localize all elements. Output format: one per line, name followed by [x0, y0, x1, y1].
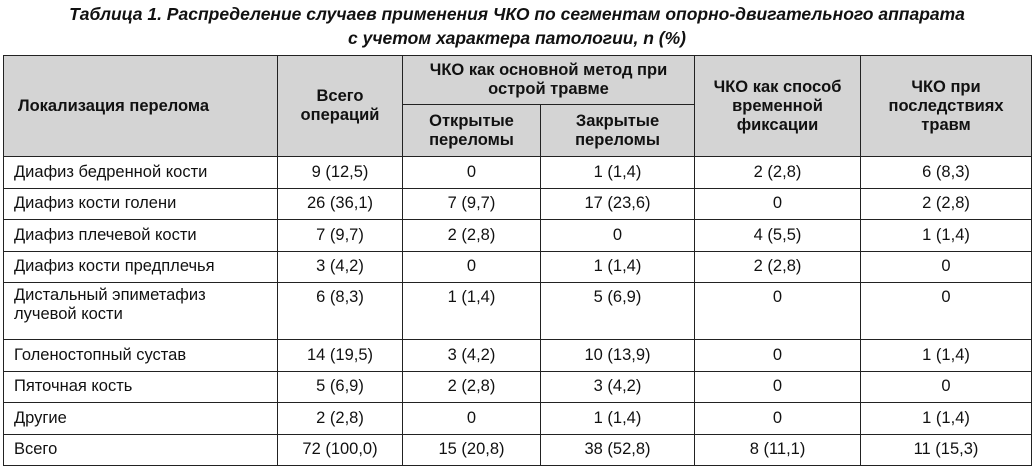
- cell-total: 72 (100,0): [277, 433, 403, 466]
- table-row: Диафиз плечевой кости 7 (9,7) 2 (2,8) 0 …: [3, 219, 1033, 252]
- header-consequences: ЧКО при последствиях травм: [860, 55, 1033, 157]
- table-caption: Таблица 1. Распределение случаев примене…: [0, 0, 1034, 52]
- cell-temporary: 2 (2,8): [694, 156, 862, 189]
- cell-localization: Диафиз плечевой кости: [3, 219, 278, 252]
- cell-total: 3 (4,2): [277, 250, 403, 283]
- cell-open: 0: [402, 250, 541, 283]
- cell-closed: 17 (23,6): [539, 187, 696, 220]
- cell-open: 1 (1,4): [402, 282, 541, 340]
- cell-open: 0: [402, 156, 541, 189]
- cell-closed: 10 (13,9): [539, 339, 696, 372]
- cell-total: 14 (19,5): [277, 339, 403, 372]
- cell-closed: 1 (1,4): [539, 156, 696, 189]
- table-row: Диафиз кости предплечья 3 (4,2) 0 1 (1,4…: [3, 250, 1033, 283]
- cell-total: 5 (6,9): [277, 370, 403, 403]
- cell-consequences: 1 (1,4): [860, 219, 1033, 252]
- cell-localization: Всего: [3, 433, 278, 466]
- cell-localization: Пяточная кость: [3, 370, 278, 403]
- cell-temporary: 0: [694, 402, 862, 435]
- cell-closed: 38 (52,8): [539, 433, 696, 466]
- cell-consequences: 1 (1,4): [860, 339, 1033, 372]
- cell-temporary: 0: [694, 339, 862, 372]
- cell-temporary: 8 (11,1): [694, 433, 862, 466]
- cell-open: 0: [402, 402, 541, 435]
- cell-closed: 5 (6,9): [539, 282, 696, 340]
- table-header: Локализация перелома Всего операций ЧКО …: [3, 55, 1033, 157]
- cell-temporary: 2 (2,8): [694, 250, 862, 283]
- data-table: Локализация перелома Всего операций ЧКО …: [3, 55, 1033, 466]
- table-row-total: Всего 72 (100,0) 15 (20,8) 38 (52,8) 8 (…: [3, 433, 1033, 466]
- header-open-fractures: Открытые переломы: [402, 104, 541, 157]
- table-row: Пяточная кость 5 (6,9) 2 (2,8) 3 (4,2) 0…: [3, 370, 1033, 403]
- cell-localization: Голеностопный сустав: [3, 339, 278, 372]
- table-row: Диафиз бедренной кости 9 (12,5) 0 1 (1,4…: [3, 156, 1033, 189]
- cell-total: 6 (8,3): [277, 282, 403, 340]
- cell-consequences: 0: [860, 250, 1033, 283]
- cell-open: 2 (2,8): [402, 370, 541, 403]
- cell-consequences: 0: [860, 282, 1033, 340]
- header-temporary-fixation: ЧКО как способ временной фиксации: [694, 55, 862, 157]
- header-localization: Локализация перелома: [3, 55, 278, 157]
- cell-consequences: 0: [860, 370, 1033, 403]
- cell-open: 15 (20,8): [402, 433, 541, 466]
- cell-temporary: 4 (5,5): [694, 219, 862, 252]
- table-row: Другие 2 (2,8) 0 1 (1,4) 0 1 (1,4): [3, 402, 1033, 435]
- cell-total: 2 (2,8): [277, 402, 403, 435]
- cell-closed: 0: [539, 219, 696, 252]
- table-row: Голеностопный сустав 14 (19,5) 3 (4,2) 1…: [3, 339, 1033, 372]
- cell-closed: 3 (4,2): [539, 370, 696, 403]
- cell-temporary: 0: [694, 187, 862, 220]
- cell-localization: Дистальный эпиметафиз лучевой кости: [3, 282, 278, 340]
- table-body: Диафиз бедренной кости 9 (12,5) 0 1 (1,4…: [3, 156, 1033, 466]
- cell-localization: Диафиз бедренной кости: [3, 156, 278, 189]
- cell-closed: 1 (1,4): [539, 402, 696, 435]
- cell-open: 2 (2,8): [402, 219, 541, 252]
- cell-closed: 1 (1,4): [539, 250, 696, 283]
- header-total-operations: Всего операций: [277, 55, 403, 157]
- cell-total: 9 (12,5): [277, 156, 403, 189]
- header-primary-method: ЧКО как основной метод при острой травме: [401, 55, 696, 105]
- table-row: Диафиз кости голени 26 (36,1) 7 (9,7) 17…: [3, 187, 1033, 220]
- cell-localization: Другие: [3, 402, 278, 435]
- cell-temporary: 0: [694, 370, 862, 403]
- cell-total: 26 (36,1): [277, 187, 403, 220]
- cell-localization: Диафиз кости голени: [3, 187, 278, 220]
- cell-total: 7 (9,7): [277, 219, 403, 252]
- cell-consequences: 2 (2,8): [860, 187, 1033, 220]
- cell-consequences: 6 (8,3): [860, 156, 1033, 189]
- header-closed-fractures: Закрытые переломы: [539, 104, 696, 157]
- cell-consequences: 11 (15,3): [860, 433, 1033, 466]
- cell-localization: Диафиз кости предплечья: [3, 250, 278, 283]
- caption-line-2: с учетом характера патологии, n (%): [348, 28, 686, 48]
- cell-consequences: 1 (1,4): [860, 402, 1033, 435]
- cell-open: 7 (9,7): [402, 187, 541, 220]
- caption-line-1: Таблица 1. Распределение случаев примене…: [69, 4, 965, 24]
- table-row: Дистальный эпиметафиз лучевой кости 6 (8…: [3, 282, 1033, 340]
- cell-open: 3 (4,2): [402, 339, 541, 372]
- cell-temporary: 0: [694, 282, 862, 340]
